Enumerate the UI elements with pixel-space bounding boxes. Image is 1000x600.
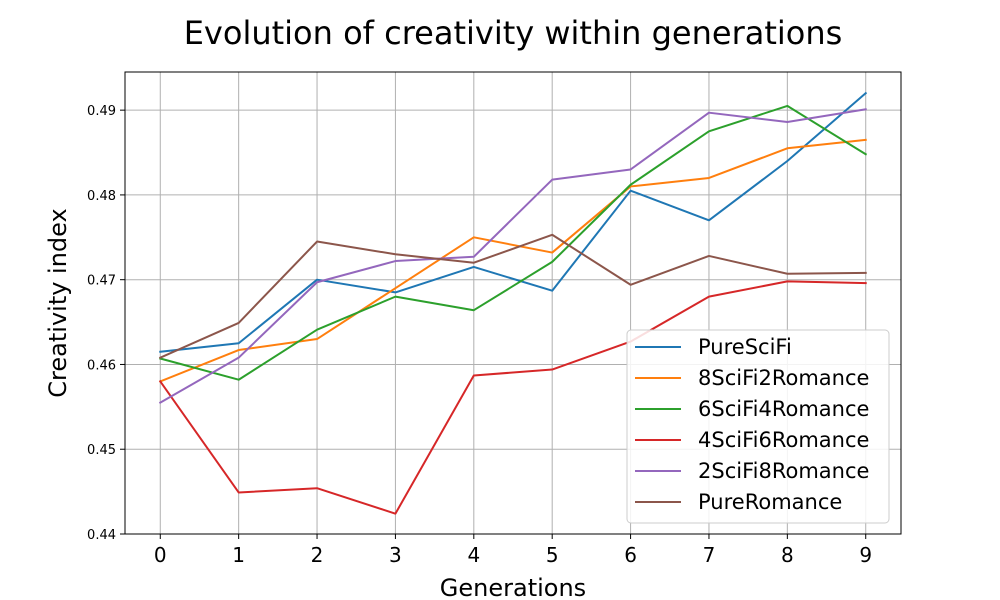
x-axis-label: Generations (440, 574, 586, 600)
legend-entry-label: 8SciFi2Romance (698, 366, 869, 390)
y-tick-label: 0.45 (87, 443, 116, 458)
y-tick-label: 0.46 (87, 358, 116, 373)
series-lines (158, 91, 868, 515)
series-line-8scifi2romance (158, 138, 867, 383)
x-tick-label: 5 (546, 543, 559, 567)
x-tick-label: 8 (781, 543, 794, 567)
axis-ticks: 0 1 2 3 4 5 6 7 8 9 0.44 0.45 0.46 0.47 0.48 0.49 (87, 104, 872, 567)
x-tick-label: 1 (232, 543, 245, 567)
legend-entry-label: 6SciFi4Romance (698, 397, 869, 421)
series-line-6scifi4romance (159, 104, 868, 381)
legend-entry-label: 2SciFi8Romance (698, 459, 869, 483)
x-tick-label: 9 (859, 543, 872, 567)
series-line-purescifi (159, 91, 868, 353)
x-tick-label: 0 (154, 543, 167, 567)
x-tick-label: 4 (467, 543, 480, 567)
y-tick-label: 0.49 (87, 104, 116, 119)
series-line-2scifi8romance (158, 108, 867, 404)
series-line-4scifi6romance (158, 280, 867, 515)
y-tick-label: 0.48 (87, 189, 116, 204)
y-axis-label: Creativity index (44, 208, 72, 397)
legend-box (626, 329, 890, 524)
legend-entry-label: 4SciFi6Romance (698, 428, 869, 452)
y-tick-label: 0.47 (87, 274, 116, 289)
x-tick-label: 2 (311, 543, 324, 567)
x-tick-label: 7 (703, 543, 716, 567)
legend-entry-label: PureRomance (698, 490, 842, 514)
legend: PureSciFi 8SciFi2Romance 6SciFi4Romance 4Sc… (626, 329, 890, 524)
y-tick-label: 0.44 (87, 528, 116, 543)
plot-frame (124, 71, 902, 535)
series-line-pureromance (158, 233, 867, 359)
legend-entry-label: PureSciFi (698, 335, 792, 359)
x-tick-label: 6 (624, 543, 637, 567)
chart-title: Evolution of creativity within generatio… (184, 14, 843, 52)
x-tick-label: 3 (389, 543, 402, 567)
